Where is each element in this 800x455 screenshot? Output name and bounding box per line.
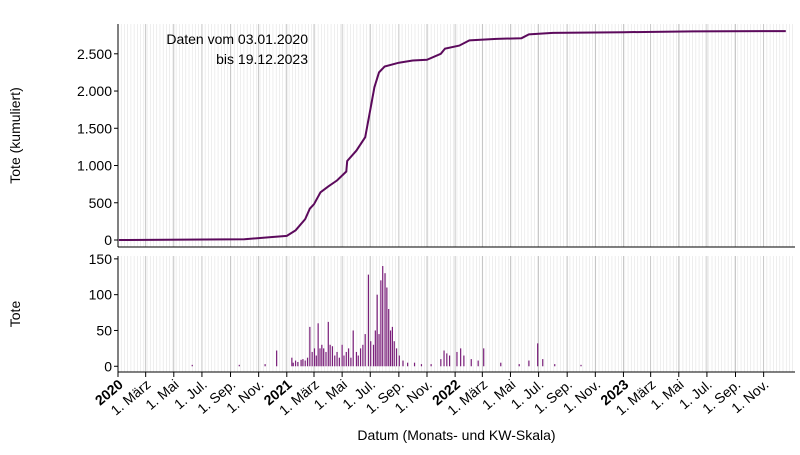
bar [317, 323, 319, 367]
bar [395, 348, 398, 367]
bar [362, 344, 364, 367]
bar [370, 341, 372, 367]
bar [440, 359, 442, 367]
bar [304, 360, 306, 367]
bar [345, 351, 347, 367]
y-tick-label: 100 [89, 287, 113, 303]
bar [580, 364, 582, 367]
data-line [118, 30, 786, 241]
bar [477, 360, 479, 367]
annotation: Daten vom 03.01.2020 [166, 31, 308, 47]
bar [398, 355, 400, 367]
bar [357, 355, 359, 367]
y-tick-label: 0 [104, 232, 112, 248]
bar [319, 348, 321, 367]
bar [315, 355, 317, 367]
bar [413, 362, 416, 367]
bar [325, 351, 327, 367]
bar [402, 360, 404, 367]
bar [376, 294, 378, 367]
bar [460, 348, 462, 367]
bar [291, 357, 293, 367]
bar [311, 351, 313, 367]
bar [391, 326, 393, 367]
bar [367, 274, 370, 367]
bar [309, 326, 311, 367]
bar [359, 348, 362, 367]
bar [382, 266, 384, 367]
bar [542, 359, 544, 367]
bar [347, 348, 350, 367]
bar [306, 357, 309, 367]
bar [420, 364, 423, 367]
bar [380, 280, 382, 367]
bar [500, 362, 502, 367]
bar [446, 353, 448, 367]
bar [389, 330, 392, 367]
bar [355, 351, 358, 367]
bar [338, 357, 340, 367]
bar [393, 341, 395, 367]
bar [321, 344, 323, 367]
y-axis-label: Tote [7, 301, 23, 328]
bar [191, 364, 193, 367]
y-tick-label: 1.500 [77, 120, 112, 136]
bar [518, 364, 520, 367]
bar [352, 330, 354, 367]
bar [443, 350, 445, 367]
bar [430, 364, 432, 367]
bar [276, 350, 278, 367]
bar [341, 344, 343, 367]
y-tick-label: 0 [104, 358, 112, 374]
bar [407, 362, 409, 367]
bar [238, 364, 240, 367]
bar [329, 344, 331, 367]
y-tick-label: 2.000 [77, 83, 112, 99]
bar [374, 330, 376, 367]
y-axis-label: Tote (kumuliert) [7, 87, 23, 183]
x-axis-label: Datum (Monats- und KW-Skala) [357, 427, 555, 443]
y-tick-label: 150 [89, 251, 113, 267]
bar [456, 351, 458, 367]
bar [336, 351, 338, 367]
bar [483, 348, 485, 367]
y-tick-label: 500 [89, 195, 113, 211]
bar [378, 334, 380, 367]
bar [350, 357, 352, 367]
bar [554, 364, 556, 367]
bar [448, 355, 451, 367]
bar [323, 348, 325, 367]
bar [294, 360, 297, 367]
bar [386, 287, 388, 367]
bar [313, 348, 316, 367]
y-tick-label: 2.500 [77, 46, 112, 62]
bar [343, 355, 345, 367]
bar [537, 343, 539, 367]
bar [297, 361, 299, 367]
bar [528, 360, 530, 367]
bar [364, 334, 366, 367]
bar [302, 359, 304, 367]
bar [300, 359, 302, 367]
bar [264, 364, 266, 367]
bar [388, 308, 390, 367]
bar [292, 362, 294, 367]
bar [463, 355, 465, 367]
bar [327, 321, 329, 367]
annotation: bis 19.12.2023 [216, 51, 308, 67]
bar [470, 359, 472, 367]
y-tick-label: 1.000 [77, 158, 112, 174]
bar [384, 273, 386, 367]
bar [372, 344, 375, 367]
bar [334, 355, 336, 367]
bar [331, 346, 334, 367]
y-tick-label: 50 [96, 322, 112, 338]
